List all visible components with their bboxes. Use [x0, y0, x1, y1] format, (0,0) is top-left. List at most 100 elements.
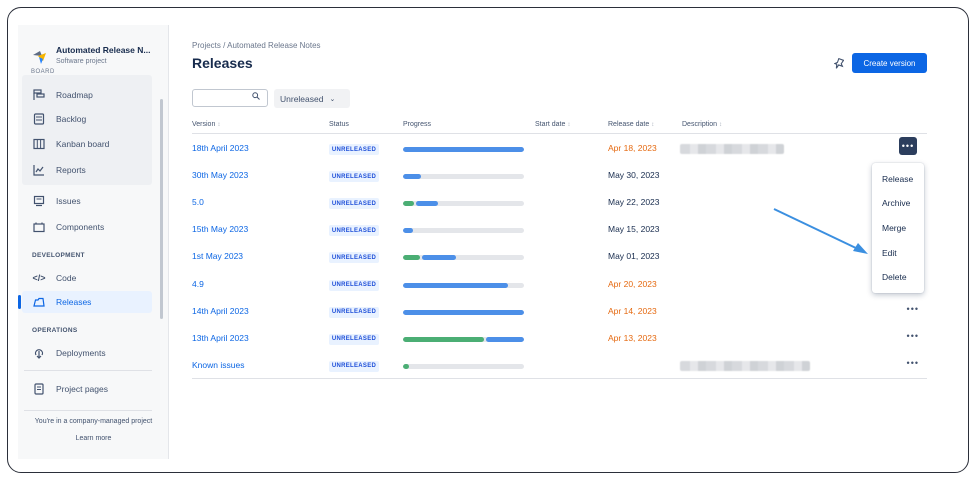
table-row[interactable]: 1st May 2023 UNRELEASED May 01, 2023 — [192, 243, 927, 270]
table-row[interactable]: 18th April 2023 UNRELEASED Apr 18, 2023 ••• — [192, 135, 927, 162]
table-row[interactable]: 13th April 2023 UNRELEASED Apr 13, 2023 ••• — [192, 325, 927, 352]
status-badge: UNRELEASED — [329, 252, 379, 264]
sidebar-item-releases[interactable]: Releases — [18, 291, 152, 313]
more-actions-button[interactable]: ••• — [906, 303, 919, 314]
learn-more-link[interactable]: Learn more — [75, 435, 112, 442]
progress-done-segment — [403, 255, 420, 261]
release-date: May 22, 2023 — [608, 197, 660, 208]
menu-item-archive[interactable]: Archive — [882, 198, 911, 208]
table-row[interactable]: 30th May 2023 UNRELEASED May 30, 2023 — [192, 162, 927, 189]
issues-icon — [32, 194, 46, 208]
progress-bar[interactable] — [403, 147, 524, 152]
sidebar-item-issues[interactable]: Issues — [22, 190, 152, 212]
progress-bar[interactable] — [403, 228, 524, 234]
sort-icon: ↕ — [567, 122, 571, 128]
deployments-icon — [32, 346, 46, 360]
section-heading-development: DEVELOPMENT — [32, 252, 85, 259]
release-date: May 30, 2023 — [608, 170, 660, 181]
progress-bar[interactable] — [403, 255, 524, 261]
sort-icon: ↕ — [719, 122, 723, 128]
menu-item-release[interactable]: Release — [882, 174, 914, 184]
search-input[interactable] — [192, 89, 268, 107]
progress-bar[interactable] — [403, 309, 524, 315]
table-row[interactable]: 15th May 2023 UNRELEASED May 15, 2023 — [192, 216, 927, 243]
progress-bar[interactable] — [403, 201, 524, 207]
more-actions-button[interactable]: ••• — [906, 357, 919, 368]
column-header-description[interactable]: Description ↕ — [682, 121, 723, 128]
sidebar-item-backlog[interactable]: Backlog — [22, 108, 152, 130]
table-row[interactable]: 5.0 UNRELEASED May 22, 2023 — [192, 189, 927, 216]
sidebar-item-deployments[interactable]: Deployments — [22, 342, 152, 364]
status-badge: UNRELEASED — [329, 279, 379, 291]
status-filter-value: Unreleased — [280, 93, 324, 104]
menu-item-merge[interactable]: Merge — [882, 223, 907, 233]
progress-bar[interactable] — [403, 174, 524, 180]
project-logo-icon — [33, 51, 46, 64]
version-link[interactable]: Known issues — [192, 359, 245, 370]
progress-in-progress-segment — [403, 147, 524, 152]
column-header-version[interactable]: Version ↕ — [192, 121, 221, 128]
sidebar-item-label: Components — [56, 222, 105, 232]
chevron-down-icon: ⌄ — [329, 95, 336, 103]
reports-icon — [32, 163, 46, 177]
release-date: Apr 18, 2023 — [608, 143, 657, 153]
description-redacted — [680, 144, 784, 154]
menu-item-edit[interactable]: Edit — [882, 248, 897, 258]
release-date: May 01, 2023 — [608, 251, 660, 262]
sidebar-item-project-pages[interactable]: Project pages — [22, 378, 152, 400]
menu-item-delete[interactable]: Delete — [882, 272, 907, 282]
column-header-release-date[interactable]: Release date ↕ — [608, 121, 655, 128]
version-link[interactable]: 5.0 — [192, 197, 204, 208]
feedback-icon[interactable] — [833, 57, 845, 73]
create-version-button[interactable]: Create version — [852, 53, 927, 73]
description-redacted — [680, 360, 810, 371]
version-link[interactable]: 18th April 2023 — [192, 143, 249, 153]
progress-in-progress-segment — [486, 336, 524, 342]
progress-bar[interactable] — [403, 336, 524, 342]
version-link[interactable]: 14th April 2023 — [192, 305, 249, 316]
project-header[interactable]: Automated Release N... Software project — [28, 43, 163, 73]
more-actions-button[interactable]: ••• — [899, 137, 917, 155]
table-header-divider — [192, 133, 927, 134]
sidebar-item-label: Project pages — [56, 384, 108, 394]
release-date: May 15, 2023 — [608, 224, 660, 235]
status-badge: UNRELEASED — [329, 198, 379, 210]
sidebar-scrollbar[interactable] — [160, 99, 163, 319]
sidebar-item-reports[interactable]: Reports — [22, 159, 152, 181]
table-row[interactable]: Known issues UNRELEASED ••• — [192, 352, 927, 379]
breadcrumb[interactable]: Projects / Automated Release Notes — [192, 41, 321, 50]
sidebar-item-label: Reports — [56, 165, 86, 175]
column-header-start-date[interactable]: Start date ↕ — [535, 121, 571, 128]
column-header-status: Status — [329, 121, 349, 128]
table-row[interactable]: 4.9 UNRELEASED Apr 20, 2023 — [192, 271, 927, 298]
sidebar-item-code[interactable]: </> Code — [22, 267, 152, 289]
sidebar-divider — [24, 410, 152, 411]
status-badge: UNRELEASED — [329, 225, 379, 237]
column-header-progress: Progress — [403, 121, 432, 128]
project-name: Automated Release N... — [56, 45, 151, 55]
version-link[interactable]: 1st May 2023 — [192, 251, 244, 262]
progress-bar[interactable] — [403, 363, 524, 369]
sidebar-item-label: Issues — [56, 196, 81, 206]
releases-icon — [32, 295, 46, 309]
version-link[interactable]: 15th May 2023 — [192, 224, 249, 235]
roadmap-icon — [32, 88, 46, 102]
version-link[interactable]: 30th May 2023 — [192, 170, 249, 181]
sidebar-item-roadmap[interactable]: Roadmap — [22, 84, 152, 106]
sidebar-item-kanban-board[interactable]: Kanban board — [22, 133, 152, 155]
progress-done-segment — [403, 201, 414, 207]
release-date: Apr 13, 2023 — [608, 332, 657, 343]
company-managed-note: You're in a company-managed project — [34, 418, 153, 425]
version-link[interactable]: 4.9 — [192, 278, 204, 289]
project-type: Software project — [56, 58, 107, 65]
progress-in-progress-segment — [421, 255, 457, 261]
status-filter-dropdown[interactable]: Unreleased ⌄ — [274, 89, 350, 108]
progress-done-segment — [403, 336, 485, 342]
version-link[interactable]: 13th April 2023 — [192, 332, 249, 343]
sidebar-item-label: Kanban board — [56, 139, 110, 149]
progress-bar[interactable] — [403, 282, 524, 288]
sidebar-divider — [24, 370, 152, 371]
table-row[interactable]: 14th April 2023 UNRELEASED Apr 14, 2023 ••• — [192, 298, 927, 325]
more-actions-button[interactable]: ••• — [906, 330, 919, 341]
sidebar-item-components[interactable]: Components — [22, 216, 152, 238]
